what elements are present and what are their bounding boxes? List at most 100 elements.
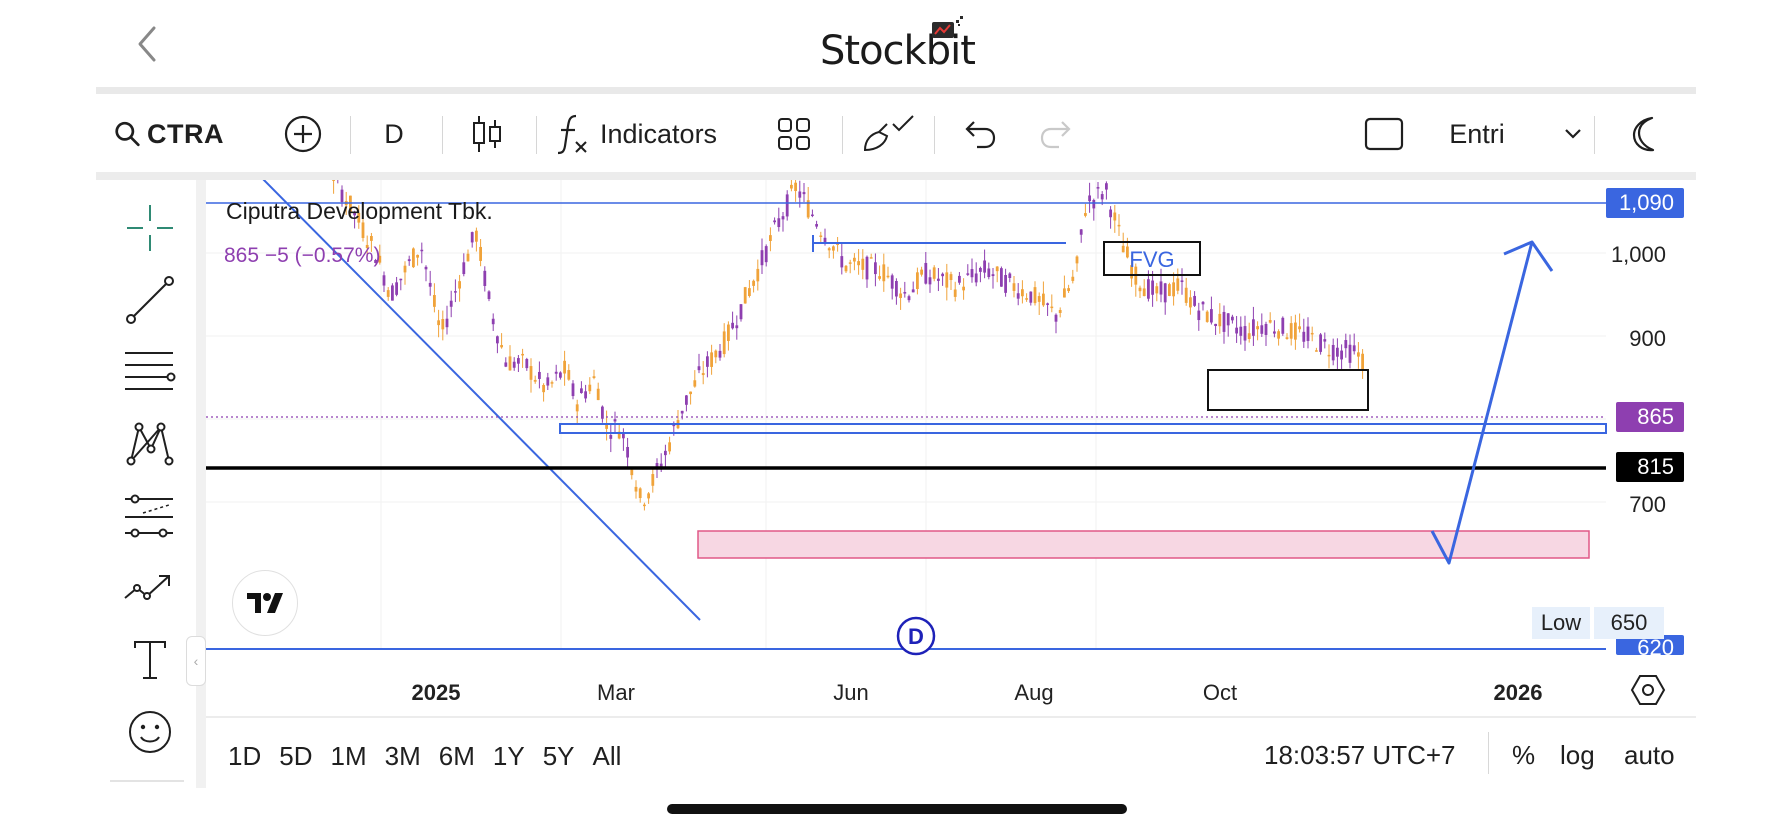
- trend-line-tool-button[interactable]: [120, 270, 180, 330]
- time-axis[interactable]: 2025 Mar Jun Aug Oct 2026: [206, 672, 1696, 712]
- candle-body: [668, 442, 671, 452]
- candle-body: [731, 322, 734, 329]
- candle-body: [1260, 325, 1264, 334]
- candle-body: [554, 371, 558, 374]
- candle-body: [609, 435, 613, 439]
- candle-body: [1004, 275, 1007, 293]
- candle-body: [685, 395, 688, 405]
- demand-zone-rectangle[interactable]: [697, 530, 1590, 559]
- brush-tool-button[interactable]: [120, 558, 180, 618]
- candle-body: [1256, 326, 1259, 330]
- candle-body: [664, 450, 667, 456]
- range-1y-button[interactable]: 1Y: [492, 740, 525, 771]
- candle-body: [903, 292, 907, 294]
- range-all-button[interactable]: All: [592, 740, 622, 771]
- candle-body: [802, 192, 806, 195]
- price-chart[interactable]: FVG D 1,090 1,000 900 800 865 815 700 62…: [206, 132, 1696, 710]
- candle-body: [1281, 317, 1285, 334]
- candle-body: [1336, 347, 1339, 357]
- redo-button[interactable]: [1030, 94, 1082, 174]
- percent-scale-toggle[interactable]: %: [1512, 740, 1536, 770]
- descending-trend-line[interactable]: [255, 171, 701, 621]
- candle-body: [412, 248, 415, 268]
- pattern-tool-button[interactable]: [120, 414, 180, 474]
- candle-body: [890, 275, 894, 289]
- fullscreen-button[interactable]: [1354, 94, 1414, 174]
- candle-body: [361, 222, 365, 238]
- settings-hexagon-icon: [1630, 675, 1666, 705]
- candle-body: [622, 432, 625, 439]
- back-button[interactable]: [128, 22, 168, 66]
- candle-body: [1029, 291, 1033, 303]
- candle-body: [1268, 320, 1272, 323]
- chart-type-button[interactable]: [458, 94, 516, 174]
- candle-body: [1315, 350, 1318, 352]
- fvg-box[interactable]: [1103, 241, 1201, 276]
- forecast-path[interactable]: [1430, 241, 1534, 565]
- dividend-marker[interactable]: [896, 616, 936, 656]
- symbol-search-button[interactable]: CTRA: [114, 94, 224, 174]
- range-1m-button[interactable]: 1M: [330, 740, 367, 771]
- candle-body: [886, 275, 890, 278]
- candle-body: [1218, 313, 1222, 327]
- chevron-down-icon: [1564, 129, 1581, 139]
- range-1d-button[interactable]: 1D: [228, 740, 262, 771]
- candle-body: [647, 493, 650, 499]
- candle-body: [462, 262, 466, 275]
- toolbar-separator: [536, 116, 537, 154]
- candle-body: [1323, 339, 1327, 342]
- indicators-button[interactable]: Indicators: [556, 94, 738, 174]
- chart-canvas[interactable]: FVG D: [206, 132, 1696, 710]
- candle-body: [832, 246, 835, 251]
- text-tool-button[interactable]: [120, 630, 180, 690]
- session-clock[interactable]: 18:03:57 UTC+7: [1264, 740, 1456, 770]
- x-tick: Aug: [1014, 680, 1054, 705]
- candle-body: [1226, 313, 1230, 326]
- fib-tool-button[interactable]: [120, 342, 180, 402]
- candle-body: [895, 281, 898, 297]
- candle-body: [416, 254, 419, 258]
- candle-body: [861, 258, 865, 270]
- undo-icon: [965, 121, 996, 149]
- range-3m-button[interactable]: 3M: [384, 740, 421, 771]
- candle-body: [1285, 337, 1289, 339]
- chart-settings-button[interactable]: [1630, 672, 1666, 708]
- collapse-toolbar-handle[interactable]: ‹: [186, 636, 206, 686]
- crosshair-tool-button[interactable]: [120, 198, 180, 258]
- undo-button[interactable]: [954, 94, 1006, 174]
- candle-body: [1193, 295, 1196, 306]
- last-price-label: 865: [1616, 402, 1684, 432]
- candle-body: [970, 269, 974, 278]
- emoji-tool-button[interactable]: [120, 702, 180, 762]
- candle-body: [1033, 287, 1037, 304]
- trend-line-icon: [126, 276, 174, 324]
- candle-body: [853, 257, 856, 262]
- templates-button[interactable]: [766, 94, 822, 174]
- neckline-channel[interactable]: [559, 423, 1607, 434]
- candle-body: [937, 278, 940, 281]
- candle-body: [1361, 353, 1364, 371]
- candle-body: [785, 194, 789, 217]
- interval-button[interactable]: D: [384, 118, 404, 149]
- range-5y-button[interactable]: 5Y: [542, 740, 575, 771]
- x-tick: Oct: [1202, 680, 1238, 705]
- forecast-tool-button[interactable]: [120, 486, 180, 546]
- candle-body: [1130, 265, 1133, 279]
- layout-select[interactable]: Entri: [1436, 94, 1596, 174]
- candle-body: [727, 324, 730, 342]
- range-6m-button[interactable]: 6M: [438, 740, 475, 771]
- candle-body: [403, 265, 407, 273]
- candle-body: [811, 214, 814, 217]
- candle-body: [521, 353, 524, 356]
- home-indicator: [667, 804, 1127, 814]
- candle-body: [916, 272, 919, 290]
- compare-symbol-button[interactable]: [278, 94, 328, 174]
- tradingview-logo[interactable]: [232, 570, 298, 636]
- log-scale-toggle[interactable]: log: [1560, 740, 1595, 770]
- consolidation-box[interactable]: [1207, 369, 1369, 411]
- range-5d-button[interactable]: 5D: [279, 740, 313, 771]
- drawing-toggle-button[interactable]: [858, 94, 918, 174]
- theme-toggle-button[interactable]: [1616, 94, 1672, 174]
- candle-body: [983, 260, 986, 273]
- auto-scale-toggle[interactable]: auto: [1624, 740, 1675, 770]
